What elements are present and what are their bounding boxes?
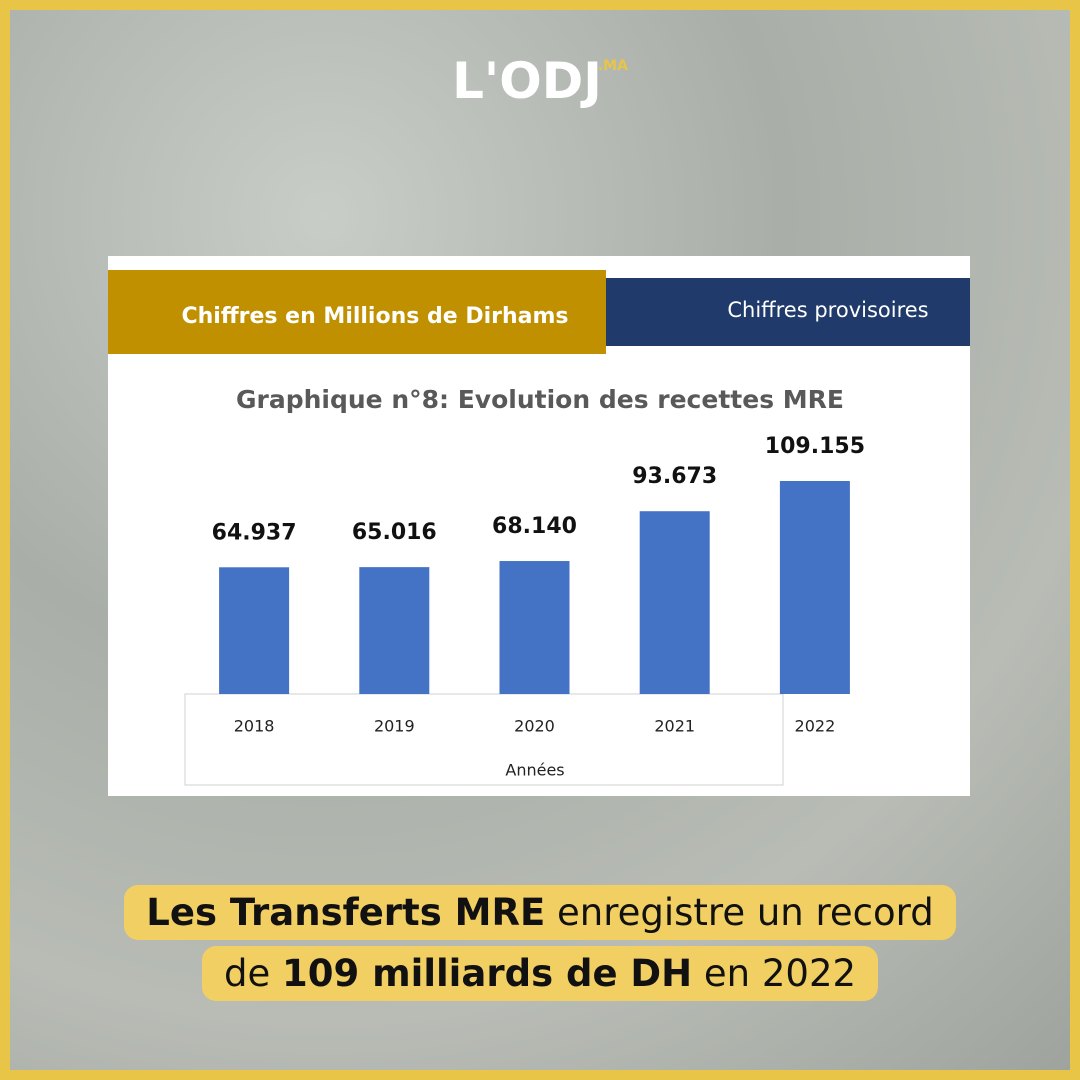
bar	[219, 567, 290, 694]
header-right-box	[606, 278, 970, 346]
caption-text: de	[223, 952, 271, 995]
axis-box	[184, 693, 784, 786]
caption-text: en 2022	[703, 952, 857, 995]
caption-text: enregistre un record	[557, 891, 934, 934]
logo-name: L'ODJ	[452, 52, 602, 110]
bar	[639, 511, 710, 694]
bar	[359, 567, 430, 694]
header-left-box	[108, 270, 606, 354]
logo-suffix: .MA	[597, 58, 628, 74]
x-tick-label: 2020	[514, 717, 555, 736]
value-label: 64.937	[212, 520, 297, 545]
header-left: Chiffres en Millions de Dirhams	[181, 304, 568, 329]
bar	[779, 481, 850, 694]
header-right: Chiffres provisoires	[727, 298, 928, 322]
caption-line: de 109 milliards de DH en 2022	[201, 946, 879, 1001]
caption-line: Les Transferts MRE enregistre un record	[124, 885, 956, 940]
logo: L'ODJ.MA	[0, 52, 1080, 110]
x-tick-label: 2019	[374, 717, 415, 736]
x-tick-label: 2018	[234, 717, 275, 736]
value-label: 65.016	[352, 520, 437, 545]
value-label: 93.673	[632, 464, 717, 489]
bar	[499, 561, 570, 694]
x-axis-label: Années	[505, 761, 564, 780]
x-tick-label: 2022	[795, 717, 836, 736]
caption-bold: 109 milliards de DH	[281, 952, 693, 995]
chart-title: Graphique n°8: Evolution des recettes MR…	[236, 385, 844, 414]
caption-bold: Les Transferts MRE	[146, 891, 546, 934]
value-label: 109.155	[765, 434, 865, 459]
x-tick-label: 2021	[654, 717, 695, 736]
value-label: 68.140	[492, 514, 577, 539]
caption: Les Transferts MRE enregistre un record …	[0, 885, 1080, 1007]
